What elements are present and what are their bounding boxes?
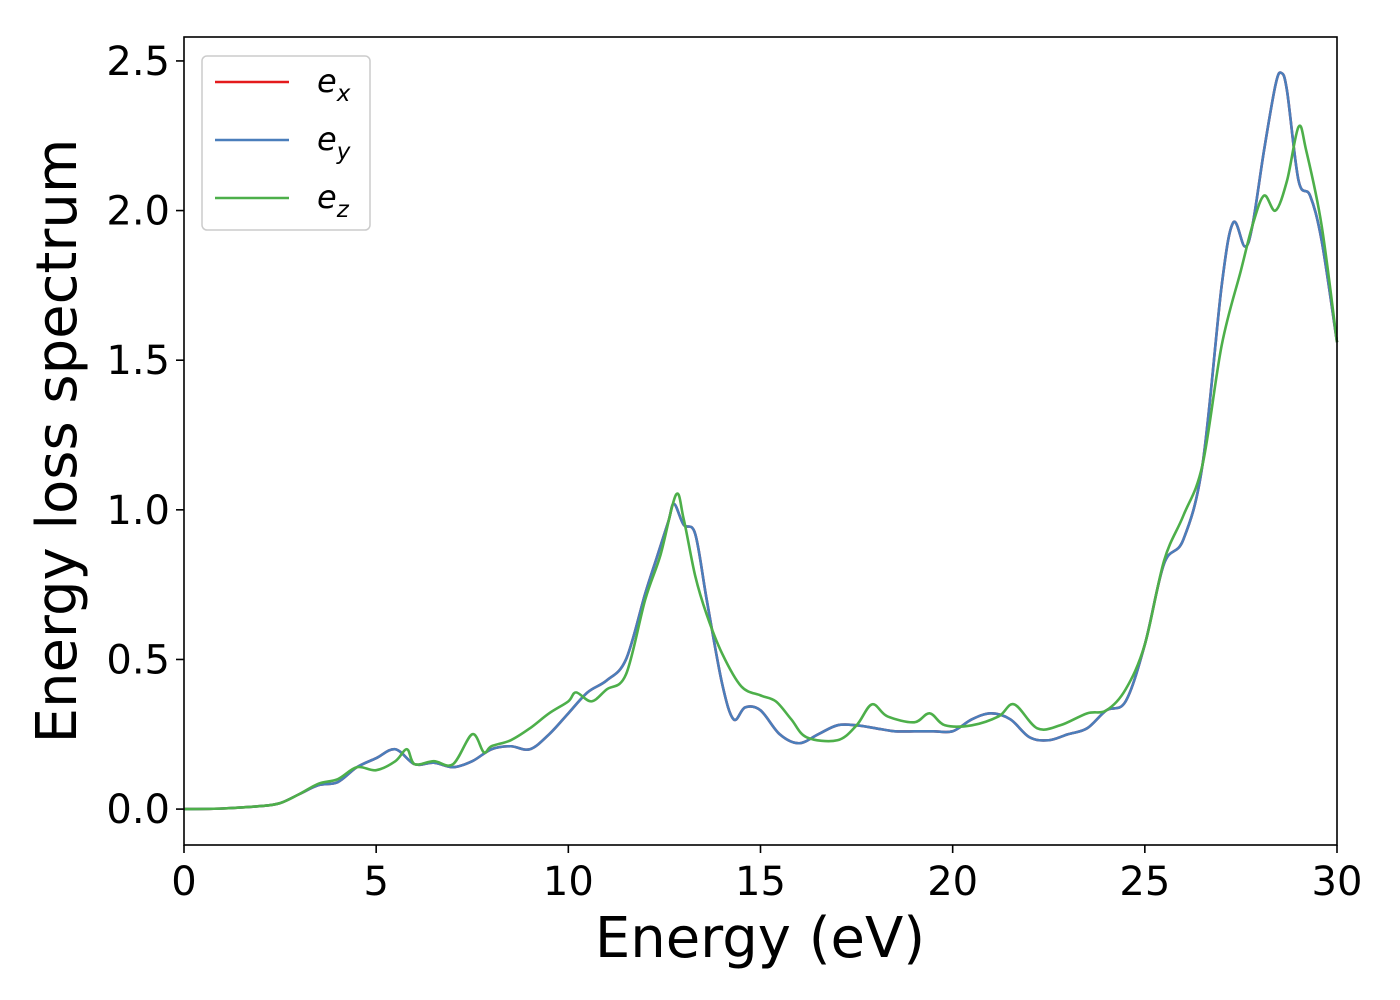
x-tick-label: 15: [735, 859, 786, 905]
y-axis-ticks: 0.0 0.5 1.0 1.5 2.0 2.5: [106, 39, 184, 833]
legend-label-ez: ez: [317, 178, 350, 223]
x-axis-ticks: 0 5 10 15 20 25 30: [171, 845, 1362, 905]
legend-label-ex: ex: [317, 62, 351, 107]
legend-box: [201, 55, 371, 231]
series-line-ez: [183, 124, 1339, 811]
legend: ex ey ez: [201, 55, 371, 231]
y-tick-label: 1.5: [106, 338, 170, 384]
x-tick-label: 10: [543, 859, 594, 905]
y-tick-label: 0.0: [106, 787, 170, 833]
y-axis-label: Energy loss spectrum: [25, 139, 90, 744]
y-tick-label: 2.0: [106, 189, 170, 235]
x-tick-label: 5: [363, 859, 388, 905]
legend-items: ex ey ez: [215, 62, 351, 223]
x-axis-label: Energy (eV): [595, 906, 925, 971]
legend-label-ey: ey: [317, 120, 351, 165]
x-tick-label: 0: [171, 859, 196, 905]
y-tick-label: 1.0: [106, 488, 170, 534]
x-tick-label: 30: [1312, 859, 1363, 905]
x-tick-label: 25: [1119, 859, 1170, 905]
series-layer: [183, 71, 1339, 811]
y-tick-label: 0.5: [106, 637, 170, 683]
y-tick-label: 2.5: [106, 39, 170, 85]
x-tick-label: 20: [927, 859, 978, 905]
